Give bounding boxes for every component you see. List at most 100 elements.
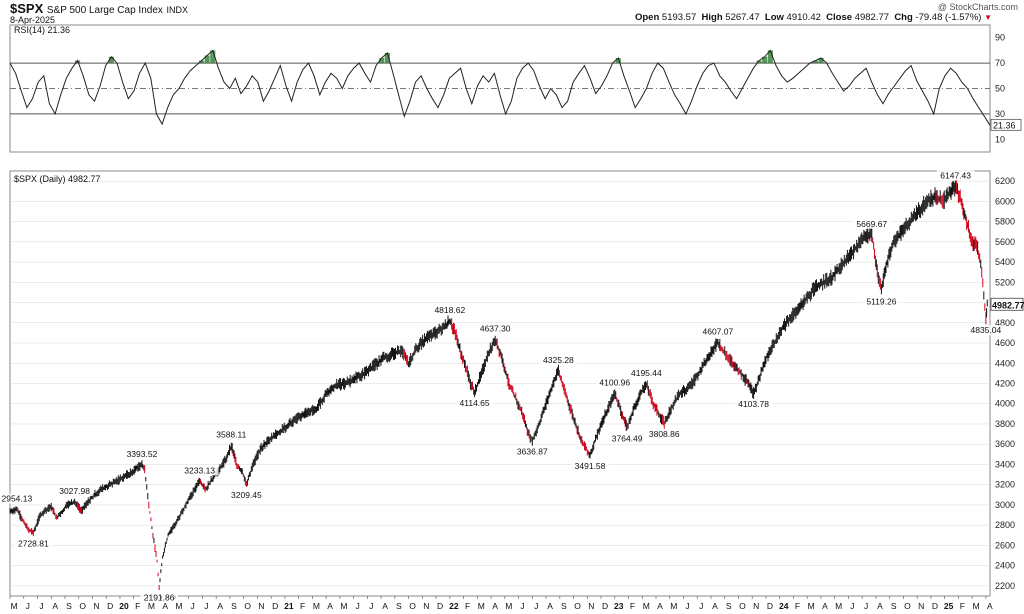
x-tick-label: O — [409, 601, 416, 611]
x-tick-label: N — [918, 601, 924, 611]
annotation-bg — [227, 489, 266, 500]
annotation-bg — [123, 449, 161, 460]
price-tick-label: 3400 — [995, 459, 1015, 469]
annotation-bg — [0, 493, 36, 504]
x-tick-label: M — [10, 601, 17, 611]
annotation-bg — [645, 429, 684, 440]
price-annotation: 3233.13 — [184, 465, 215, 475]
x-tick-label: J — [534, 601, 538, 611]
quote-bar: Open 5193.57 High 5267.47 Low 4910.42 Cl… — [635, 12, 992, 23]
annotation-bg — [513, 446, 552, 457]
x-tick-label: A — [712, 601, 718, 611]
price-panel: 2200 2400 2600 2800 3000 3200 3400 3600 3800 4000… — [0, 170, 1024, 603]
x-tick-label: S — [726, 601, 732, 611]
x-tick-label: A — [987, 601, 993, 611]
x-tick-label: F — [630, 601, 635, 611]
price-tick-label: 2800 — [995, 520, 1015, 530]
rsi-panel: 10 30 50 70 90 RSI(14) 21.36 21.36 — [9, 24, 1022, 153]
index-name: S&P 500 Large Cap Index — [46, 5, 163, 16]
price-tick-label: 3000 — [995, 500, 1015, 510]
price-annotation: 4195.44 — [631, 368, 662, 378]
x-tick-label: A — [877, 601, 883, 611]
x-tick-label: N — [588, 601, 594, 611]
exchange: INDX — [166, 5, 189, 15]
price-annotation: 2191.86 — [144, 593, 175, 603]
x-tick-label: M — [175, 601, 182, 611]
x-tick-label: J — [685, 601, 689, 611]
x-tick-label: O — [244, 601, 251, 611]
price-tick-label: 3200 — [995, 480, 1015, 490]
x-tick-label: N — [753, 601, 759, 611]
x-tick-label: 25 — [944, 601, 954, 611]
price-tick-label: 3600 — [995, 439, 1015, 449]
price-annotation: 4100.96 — [599, 378, 630, 388]
x-tick-label: N — [93, 601, 99, 611]
chart-date: 8-Apr-2025 — [10, 15, 56, 25]
low-label: Low — [764, 12, 784, 23]
price-annotation: 4835.04 — [971, 325, 1002, 335]
annotation-bg — [595, 377, 634, 388]
annotation-bg — [55, 486, 94, 497]
annotation-bg — [212, 429, 251, 440]
chg-value: -79.48 (-1.57%) — [915, 12, 982, 23]
x-tick-label: J — [39, 601, 43, 611]
x-tick-label: M — [478, 601, 485, 611]
x-tick-label: D — [437, 601, 443, 611]
x-tick-label: S — [891, 601, 897, 611]
x-tick-label: A — [162, 601, 168, 611]
price-tick-label: 5800 — [995, 217, 1015, 227]
x-tick-label: M — [505, 601, 512, 611]
price-tick-label: 4400 — [995, 358, 1015, 368]
x-tick-label: S — [66, 601, 72, 611]
price-annotation: 4637.30 — [480, 323, 511, 333]
x-tick-label: J — [26, 601, 30, 611]
x-tick-label: M — [313, 601, 320, 611]
price-annotation: 2954.13 — [2, 494, 33, 504]
annotation-bg — [699, 326, 737, 337]
chg-label: Chg — [894, 12, 913, 23]
x-tick-label: A — [822, 601, 828, 611]
annotation-bg — [476, 323, 515, 334]
rsi-last-value-box — [990, 118, 1022, 131]
x-tick-label: S — [561, 601, 567, 611]
annotation-bg — [608, 433, 646, 444]
x-tick-label: O — [739, 601, 746, 611]
x-tick-label: M — [148, 601, 155, 611]
rsi-tick-label: 30 — [995, 109, 1005, 119]
x-tick-label: 24 — [779, 601, 789, 611]
price-tick-label: 4600 — [995, 338, 1015, 348]
open-value: 5193.57 — [661, 12, 697, 23]
price-annotation: 3027.98 — [59, 486, 90, 496]
x-tick-label: M — [643, 601, 650, 611]
x-tick-label: F — [300, 601, 305, 611]
price-legend: $SPX (Daily) 4982.77 — [14, 174, 101, 184]
x-tick-label: 23 — [614, 601, 624, 611]
rsi-legend: RSI(14) 21.36 — [14, 25, 70, 35]
x-tick-label: J — [191, 601, 195, 611]
x-tick-label: D — [932, 601, 938, 611]
price-annotation: 5119.26 — [866, 297, 896, 307]
price-annotation: 5669.67 — [856, 219, 887, 229]
price-last-value-box — [990, 297, 1024, 311]
x-tick-label: O — [904, 601, 911, 611]
annotation-bg — [627, 368, 666, 379]
rsi-tick-label: 70 — [995, 58, 1005, 68]
annotation-bg — [140, 592, 178, 603]
price-last-value: 4982.77 — [992, 300, 1024, 310]
x-tick-label: D — [272, 601, 278, 611]
x-tick-label: O — [574, 601, 581, 611]
watermark[interactable]: @ StockCharts.com — [937, 2, 1018, 12]
x-tick-label: M — [808, 601, 815, 611]
annotation-bg — [14, 538, 53, 549]
annotation-bg — [936, 170, 975, 181]
price-annotation: 4103.78 — [738, 399, 769, 409]
x-tick-label: 21 — [284, 601, 294, 611]
price-annotation: 4818.62 — [434, 305, 465, 315]
annotation-bg — [455, 398, 494, 409]
x-tick-label: F — [795, 601, 800, 611]
price-annotation: 3393.52 — [127, 449, 158, 459]
x-tick-label: S — [231, 601, 237, 611]
rsi-last-value: 21.36 — [993, 120, 1016, 130]
annotation-bg — [734, 399, 773, 410]
